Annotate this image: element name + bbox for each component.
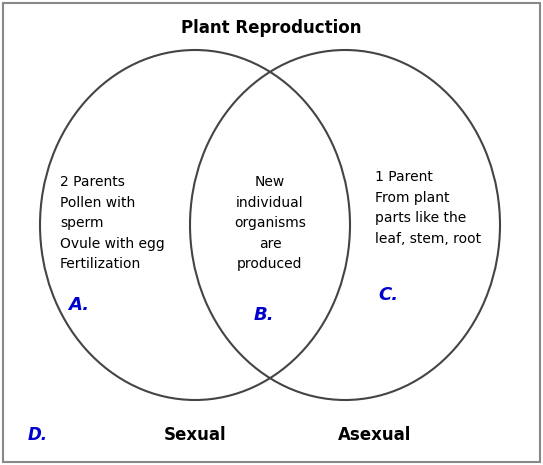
- Text: 1 Parent
From plant
parts like the
leaf, stem, root: 1 Parent From plant parts like the leaf,…: [375, 170, 481, 246]
- Text: Asexual: Asexual: [338, 426, 412, 444]
- Text: D.: D.: [28, 426, 48, 444]
- Text: New
individual
organisms
are
produced: New individual organisms are produced: [234, 175, 306, 272]
- Text: C.: C.: [378, 286, 398, 304]
- Text: Sexual: Sexual: [163, 426, 226, 444]
- Text: Plant Reproduction: Plant Reproduction: [181, 19, 362, 37]
- Text: A.: A.: [68, 296, 89, 314]
- Text: 2 Parents
Pollen with
sperm
Ovule with egg
Fertilization: 2 Parents Pollen with sperm Ovule with e…: [60, 175, 165, 272]
- Text: B.: B.: [254, 306, 274, 324]
